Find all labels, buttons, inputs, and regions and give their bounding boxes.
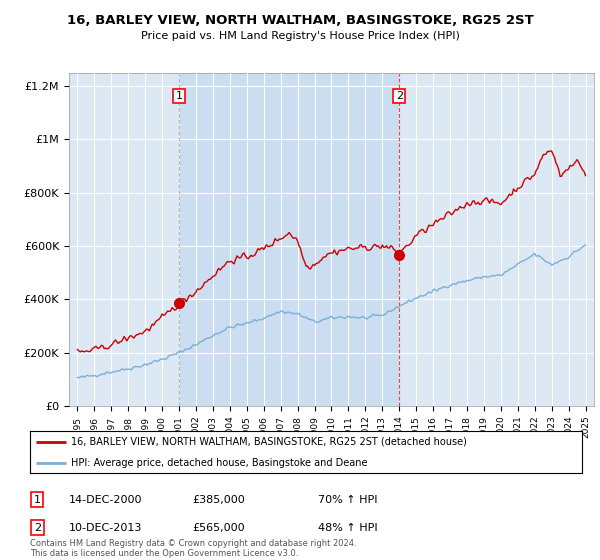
Text: HPI: Average price, detached house, Basingstoke and Deane: HPI: Average price, detached house, Basi… [71,458,368,468]
Text: Contains HM Land Registry data © Crown copyright and database right 2024.
This d: Contains HM Land Registry data © Crown c… [30,539,356,558]
Text: 16, BARLEY VIEW, NORTH WALTHAM, BASINGSTOKE, RG25 2ST (detached house): 16, BARLEY VIEW, NORTH WALTHAM, BASINGST… [71,437,467,447]
Text: 10-DEC-2013: 10-DEC-2013 [69,522,142,533]
Bar [179,73,399,406]
Text: 48% ↑ HPI: 48% ↑ HPI [318,522,377,533]
Text: 2: 2 [395,91,403,101]
Text: 70% ↑ HPI: 70% ↑ HPI [318,494,377,505]
Text: 2: 2 [34,522,41,533]
Text: 14-DEC-2000: 14-DEC-2000 [69,494,143,505]
Text: 1: 1 [34,494,41,505]
Text: Price paid vs. HM Land Registry's House Price Index (HPI): Price paid vs. HM Land Registry's House … [140,31,460,41]
Text: 1: 1 [176,91,182,101]
Text: £565,000: £565,000 [192,522,245,533]
Text: 16, BARLEY VIEW, NORTH WALTHAM, BASINGSTOKE, RG25 2ST: 16, BARLEY VIEW, NORTH WALTHAM, BASINGST… [67,14,533,27]
Text: £385,000: £385,000 [192,494,245,505]
